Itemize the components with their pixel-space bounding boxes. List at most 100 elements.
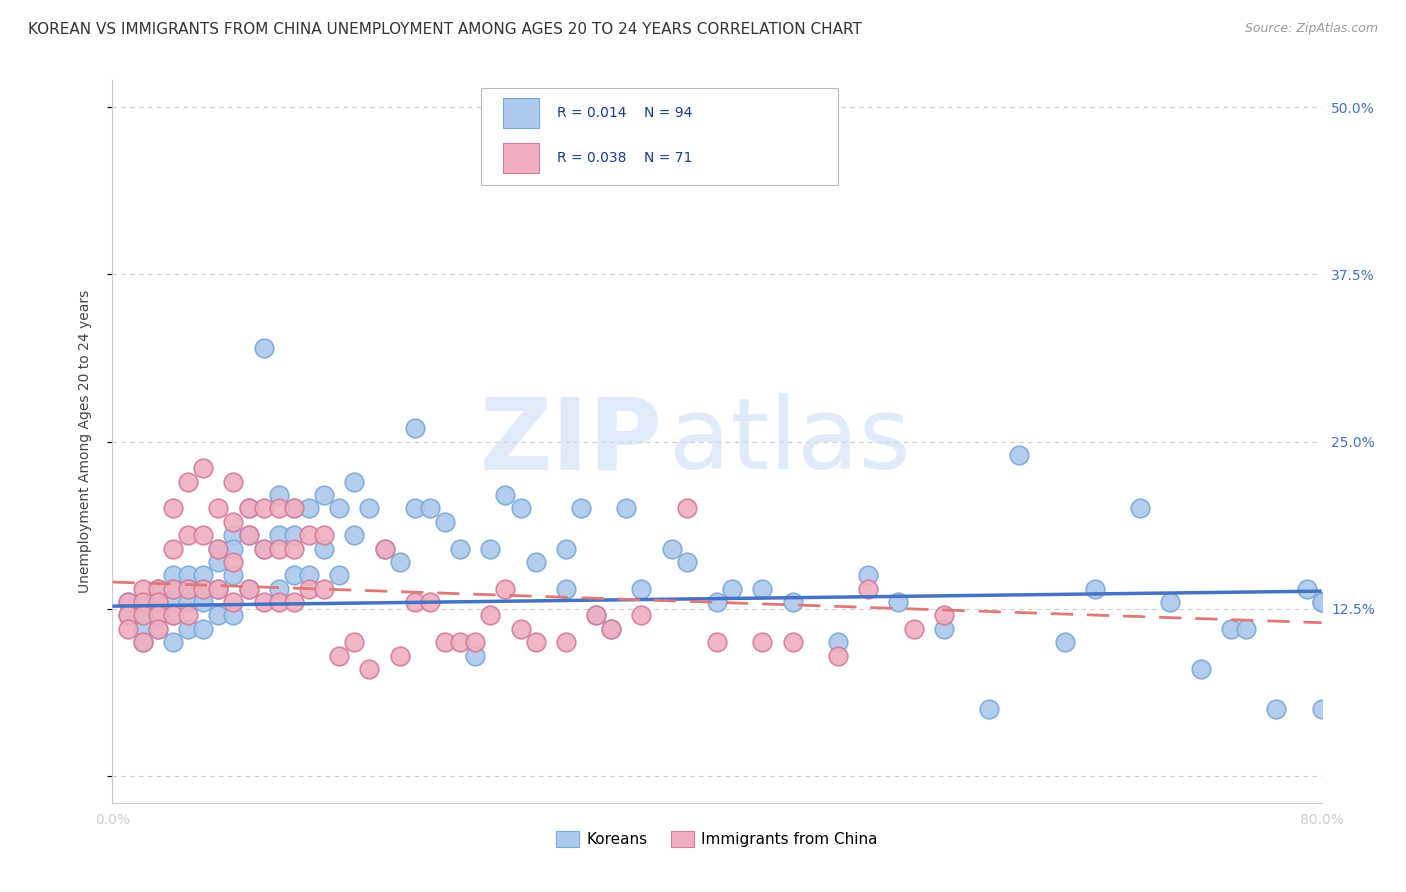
Point	[1234, 622, 1257, 636]
Point	[1189, 662, 1212, 676]
Text: ZIP: ZIP	[479, 393, 662, 490]
Point	[509, 501, 531, 516]
Point	[177, 582, 200, 596]
Point	[177, 595, 200, 609]
Text: KOREAN VS IMMIGRANTS FROM CHINA UNEMPLOYMENT AMONG AGES 20 TO 24 YEARS CORRELATI: KOREAN VS IMMIGRANTS FROM CHINA UNEMPLOY…	[28, 22, 862, 37]
Point	[253, 541, 276, 556]
Point	[1310, 702, 1333, 716]
Point	[253, 541, 276, 556]
Point	[222, 555, 245, 569]
Point	[283, 541, 305, 556]
FancyBboxPatch shape	[503, 143, 540, 173]
Point	[887, 595, 910, 609]
Point	[207, 501, 229, 516]
Point	[856, 568, 880, 582]
Point	[117, 608, 139, 623]
Point	[721, 582, 744, 596]
Point	[191, 622, 214, 636]
Point	[479, 541, 502, 556]
Point	[1310, 595, 1333, 609]
Point	[207, 555, 229, 569]
Point	[267, 582, 290, 596]
Point	[464, 635, 486, 649]
Point	[267, 595, 290, 609]
Point	[751, 582, 773, 596]
Point	[1008, 448, 1031, 462]
Point	[207, 541, 229, 556]
Point	[146, 582, 169, 596]
Point	[267, 488, 290, 502]
Point	[419, 595, 441, 609]
Point	[132, 608, 155, 623]
Point	[343, 635, 366, 649]
Point	[146, 608, 169, 623]
Point	[314, 528, 336, 542]
Point	[374, 541, 396, 556]
Point	[419, 501, 441, 516]
Point	[932, 622, 955, 636]
Point	[1295, 582, 1317, 596]
Point	[374, 541, 396, 556]
Point	[177, 528, 200, 542]
Point	[328, 501, 350, 516]
Point	[314, 541, 336, 556]
Point	[328, 568, 350, 582]
Point	[585, 608, 607, 623]
Point	[162, 501, 184, 516]
Point	[132, 595, 155, 609]
Point	[238, 501, 260, 516]
Text: atlas: atlas	[669, 393, 910, 490]
Point	[222, 528, 245, 542]
FancyBboxPatch shape	[503, 98, 540, 128]
Point	[253, 501, 276, 516]
Point	[283, 501, 305, 516]
Point	[267, 528, 290, 542]
Point	[222, 595, 245, 609]
Point	[479, 608, 502, 623]
Point	[162, 582, 184, 596]
Point	[509, 622, 531, 636]
Point	[449, 541, 471, 556]
Point	[177, 582, 200, 596]
Point	[554, 582, 576, 596]
Point	[600, 622, 623, 636]
Point	[207, 582, 229, 596]
Point	[404, 421, 426, 435]
Point	[388, 555, 411, 569]
Point	[238, 582, 260, 596]
Point	[191, 595, 214, 609]
Point	[207, 541, 229, 556]
Point	[238, 582, 260, 596]
Point	[177, 608, 200, 623]
Point	[177, 622, 200, 636]
Point	[585, 608, 607, 623]
Point	[343, 528, 366, 542]
Point	[162, 635, 184, 649]
Point	[132, 622, 155, 636]
Point	[298, 582, 321, 596]
Point	[600, 622, 623, 636]
Point	[1310, 595, 1333, 609]
Point	[238, 528, 260, 542]
Point	[569, 501, 592, 516]
Point	[706, 635, 728, 649]
Point	[630, 582, 652, 596]
Point	[404, 595, 426, 609]
Point	[177, 475, 200, 489]
Point	[903, 622, 925, 636]
Point	[404, 501, 426, 516]
Point	[162, 541, 184, 556]
Point	[283, 595, 305, 609]
Point	[616, 501, 638, 516]
Point	[554, 635, 576, 649]
Point	[661, 541, 683, 556]
Point	[464, 648, 486, 663]
Point	[827, 635, 849, 649]
Text: R = 0.014    N = 94: R = 0.014 N = 94	[557, 106, 693, 120]
Point	[191, 528, 214, 542]
Point	[132, 582, 155, 596]
Point	[238, 501, 260, 516]
Point	[162, 608, 184, 623]
Point	[267, 501, 290, 516]
Point	[222, 608, 245, 623]
